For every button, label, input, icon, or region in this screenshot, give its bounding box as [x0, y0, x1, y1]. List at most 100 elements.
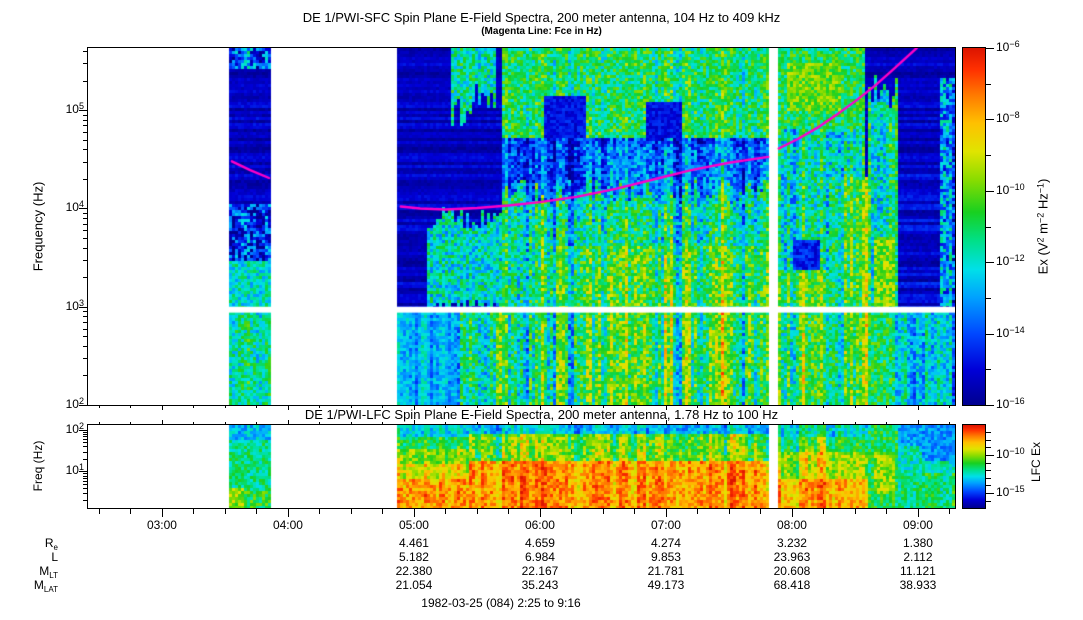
tick-mark: [986, 84, 991, 85]
tick-mark: [162, 420, 163, 424]
tick-mark: [986, 334, 994, 335]
tick-mark: [351, 509, 352, 514]
tick-mark: [540, 420, 541, 424]
tick-mark: [83, 224, 87, 225]
lfc-y-tick-label: 102: [65, 421, 84, 437]
lfc-colorbar-tick-label: 10−15: [996, 484, 1025, 500]
ephemeris-value: 22.167: [521, 564, 559, 578]
time-tick-label: 05:00: [398, 518, 429, 532]
ephemeris-value: 38.933: [899, 578, 937, 592]
tick-mark: [79, 430, 87, 431]
tick-mark: [571, 422, 572, 424]
tick-mark: [949, 509, 950, 514]
tick-mark: [382, 509, 383, 514]
tick-mark: [83, 115, 87, 116]
tick-mark: [855, 422, 856, 424]
tick-mark: [83, 436, 87, 437]
tick-mark: [986, 369, 991, 370]
tick-mark: [83, 179, 87, 180]
tick-mark: [83, 488, 87, 489]
tick-mark: [603, 422, 604, 424]
tick-mark: [130, 509, 131, 514]
tick-mark: [83, 442, 87, 443]
tick-mark: [508, 509, 509, 514]
tick-mark: [445, 509, 446, 514]
tick-mark: [986, 191, 994, 192]
ephemeris-value: 23.963: [773, 550, 811, 564]
tick-mark: [445, 422, 446, 424]
tick-mark: [288, 420, 289, 424]
ephemeris-value: 20.608: [773, 564, 811, 578]
tick-mark: [986, 493, 994, 494]
tick-mark: [918, 406, 919, 410]
tick-mark: [414, 509, 415, 517]
tick-mark: [634, 422, 635, 424]
tick-mark: [477, 509, 478, 514]
ephemeris-value: 22.380: [395, 564, 433, 578]
ephemeris-value: 4.659: [524, 536, 555, 550]
lfc-title: DE 1/PWI-LFC Spin Plane E-Field Spectra,…: [304, 407, 779, 422]
tick-mark: [986, 463, 991, 464]
tick-mark: [83, 230, 87, 231]
sfc-colorbar-tick-label: 10−8: [996, 110, 1020, 126]
sfc-colorbar-tick-label: 10−16: [996, 396, 1025, 412]
tick-mark: [288, 509, 289, 517]
tick-mark: [792, 420, 793, 424]
tick-mark: [986, 119, 994, 120]
tick-mark: [83, 311, 87, 312]
ephemeris-value: 9.853: [650, 550, 681, 564]
sfc-title: DE 1/PWI-SFC Spin Plane E-Field Spectra,…: [302, 10, 781, 25]
tick-mark: [986, 470, 991, 471]
tick-mark: [83, 218, 87, 219]
ephemeris-row-label: Re: [44, 536, 58, 552]
tick-mark: [918, 509, 919, 517]
time-tick-label: 09:00: [902, 518, 933, 532]
tick-mark: [986, 478, 991, 479]
tick-mark: [79, 110, 87, 111]
tick-mark: [949, 406, 950, 408]
tick-mark: [83, 459, 87, 460]
tick-mark: [986, 501, 991, 502]
tick-mark: [79, 307, 87, 308]
tick-mark: [382, 406, 383, 408]
lfc-plot-frame: [87, 424, 956, 509]
tick-mark: [666, 509, 667, 517]
tick-mark: [130, 406, 131, 408]
sfc-subtitle: (Magenta Line: Fce in Hz): [481, 26, 602, 37]
tick-mark: [351, 406, 352, 408]
tick-mark: [162, 509, 163, 517]
tick-mark: [99, 509, 100, 514]
sfc-y-tick-label: 104: [65, 199, 84, 215]
tick-mark: [697, 509, 698, 514]
tick-mark: [382, 422, 383, 424]
ephemeris-value: 4.461: [398, 536, 429, 550]
tick-mark: [477, 422, 478, 424]
tick-mark: [986, 405, 994, 406]
tick-mark: [697, 422, 698, 424]
tick-mark: [83, 260, 87, 261]
tick-mark: [729, 509, 730, 514]
tick-mark: [99, 422, 100, 424]
tick-mark: [445, 406, 446, 408]
ephemeris-value: 35.243: [521, 578, 559, 592]
tick-mark: [414, 406, 415, 410]
tick-mark: [83, 358, 87, 359]
tick-mark: [319, 509, 320, 514]
tick-mark: [83, 476, 87, 477]
tick-mark: [986, 262, 994, 263]
tick-mark: [918, 420, 919, 424]
tick-mark: [571, 509, 572, 514]
ephemeris-value: 2.112: [903, 550, 933, 564]
tick-mark: [83, 452, 87, 453]
ephemeris-row-label: MLT: [39, 564, 58, 580]
tick-mark: [508, 406, 509, 408]
tick-mark: [886, 509, 887, 514]
tick-mark: [760, 509, 761, 514]
caption: 1982-03-25 (084) 2:25 to 9:16: [421, 596, 581, 610]
sfc-colorbar-tick-label: 10−6: [996, 39, 1020, 55]
ephemeris-row-label: L: [51, 550, 58, 564]
tick-mark: [83, 346, 87, 347]
tick-mark: [83, 434, 87, 435]
tick-mark: [225, 406, 226, 408]
